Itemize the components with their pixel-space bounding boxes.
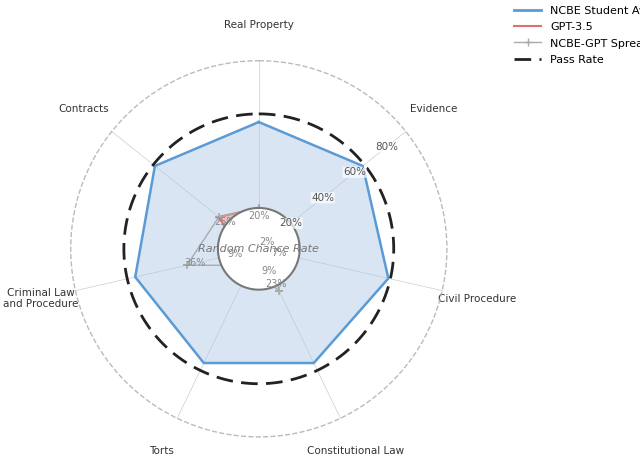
Polygon shape [219,208,273,266]
Polygon shape [135,122,388,363]
Legend: NCBE Student Average, GPT-3.5, NCBE-GPT Spread, Pass Rate: NCBE Student Average, GPT-3.5, NCBE-GPT … [509,1,640,69]
Text: 20%: 20% [248,211,269,221]
Text: 60%: 60% [343,167,366,177]
Text: 2%: 2% [259,238,275,247]
Text: 7%: 7% [271,248,287,259]
Text: 25%: 25% [214,217,236,227]
Text: 36%: 36% [184,259,205,268]
Text: 20%: 20% [279,218,302,228]
Text: 9%: 9% [262,266,277,276]
Text: 9%: 9% [227,249,243,259]
Polygon shape [218,208,300,290]
Text: 80%: 80% [375,142,398,152]
Text: 40%: 40% [311,193,334,203]
Text: 23%: 23% [265,279,287,289]
Text: Random Chance Rate: Random Chance Rate [198,244,319,254]
